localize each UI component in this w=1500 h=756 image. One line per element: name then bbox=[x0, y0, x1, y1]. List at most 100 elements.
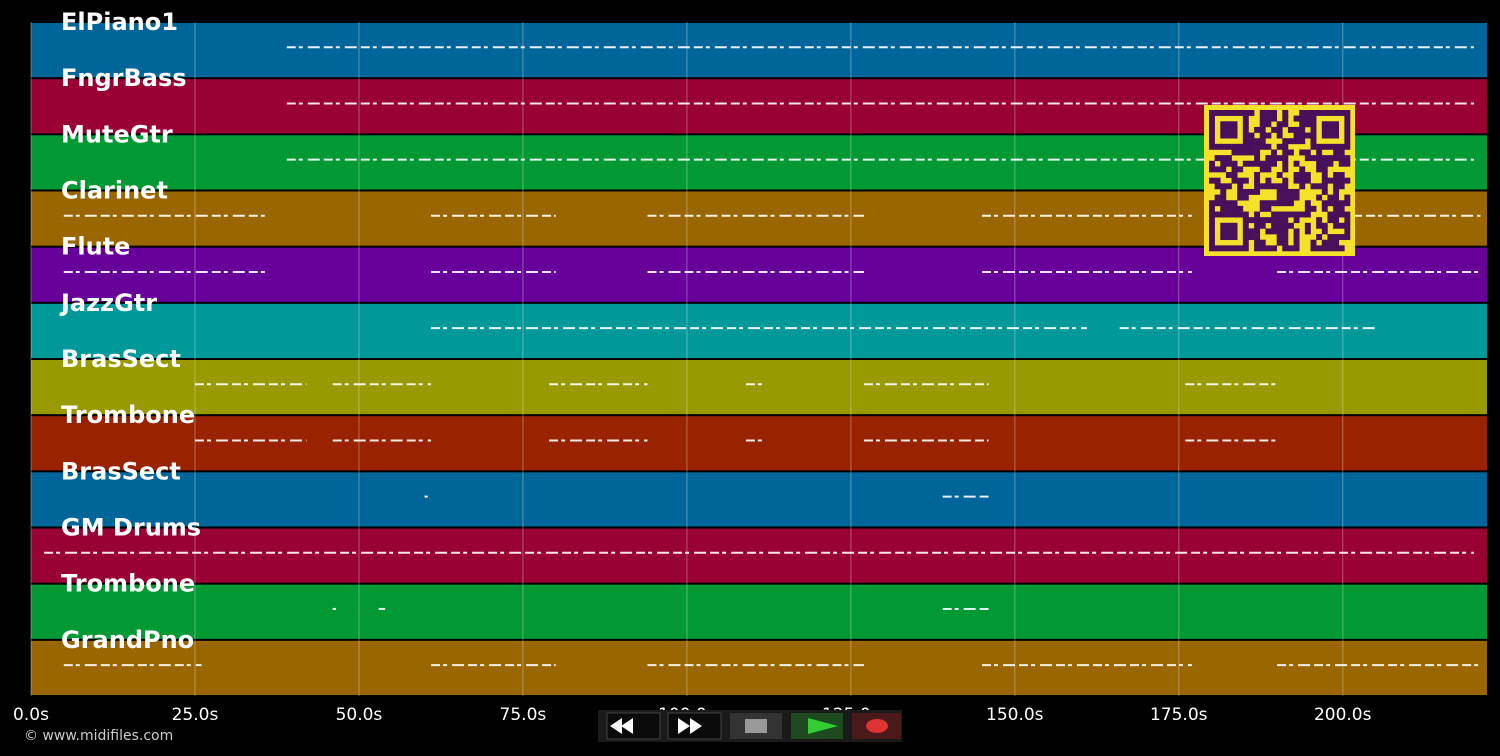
qr-cell bbox=[1299, 115, 1306, 122]
qr-cell bbox=[1276, 126, 1283, 133]
qr-cell bbox=[1209, 166, 1215, 173]
qr-cell bbox=[1282, 245, 1289, 252]
qr-cell bbox=[1220, 132, 1227, 139]
qr-cell bbox=[1248, 217, 1255, 224]
qr-cell bbox=[1259, 217, 1266, 224]
qr-cell bbox=[1231, 121, 1238, 128]
qr-cell bbox=[1310, 205, 1317, 212]
qr-cell bbox=[1293, 211, 1300, 218]
qr-cell bbox=[1333, 200, 1340, 207]
qr-cell bbox=[1321, 188, 1328, 195]
track-name: ElPiano1 bbox=[61, 8, 178, 36]
qr-cell bbox=[1209, 200, 1215, 207]
qr-cell bbox=[1333, 132, 1340, 139]
qr-cell bbox=[1209, 126, 1215, 133]
qr-cell bbox=[1327, 239, 1334, 246]
qr-cell bbox=[1259, 245, 1266, 252]
qr-cell bbox=[1209, 239, 1215, 246]
qr-cell bbox=[1282, 177, 1289, 184]
qr-cell bbox=[1344, 143, 1351, 150]
qr-cell bbox=[1248, 143, 1255, 150]
qr-cell bbox=[1287, 211, 1294, 218]
qr-cell bbox=[1242, 121, 1249, 128]
qr-cell bbox=[1220, 194, 1227, 201]
qr-cell bbox=[1293, 132, 1300, 139]
qr-cell bbox=[1231, 245, 1238, 252]
qr-cell bbox=[1287, 245, 1294, 252]
qr-cell bbox=[1225, 245, 1232, 252]
qr-cell bbox=[1254, 126, 1261, 133]
qr-cell bbox=[1225, 143, 1232, 150]
qr-cell bbox=[1231, 200, 1238, 207]
qr-cell bbox=[1231, 166, 1238, 173]
qr-cell bbox=[1231, 172, 1238, 178]
qr-cell bbox=[1265, 121, 1272, 128]
qr-cell bbox=[1321, 222, 1328, 229]
grid bbox=[30, 22, 1344, 696]
qr-cell bbox=[1310, 126, 1317, 133]
qr-cell bbox=[1338, 234, 1345, 241]
qr-cell bbox=[1287, 138, 1294, 145]
qr-cell bbox=[1254, 211, 1261, 218]
qr-cell bbox=[1242, 132, 1249, 139]
qr-cell bbox=[1333, 217, 1340, 224]
track-row bbox=[31, 360, 1487, 415]
qr-cell bbox=[1265, 155, 1272, 162]
qr-cell bbox=[1344, 228, 1351, 235]
track-row bbox=[31, 472, 1487, 527]
qr-cell bbox=[1242, 126, 1249, 133]
qr-cell bbox=[1254, 228, 1261, 235]
qr-cell bbox=[1282, 217, 1289, 224]
qr-cell bbox=[1276, 155, 1283, 162]
play-icon bbox=[808, 718, 838, 734]
qr-cell bbox=[1276, 121, 1283, 128]
qr-cell bbox=[1248, 228, 1255, 235]
qr-cell bbox=[1304, 149, 1311, 156]
qr-cell bbox=[1254, 239, 1261, 246]
track-name: BrasSect bbox=[61, 345, 181, 373]
qr-cell bbox=[1276, 239, 1283, 246]
qr-cell bbox=[1344, 222, 1351, 229]
qr-cell bbox=[1220, 211, 1227, 218]
qr-cell bbox=[1338, 143, 1345, 150]
qr-cell bbox=[1293, 160, 1300, 167]
qr-cell bbox=[1225, 172, 1232, 178]
qr-cell bbox=[1304, 110, 1311, 116]
qr-cell bbox=[1299, 166, 1306, 173]
qr-cell bbox=[1276, 228, 1283, 235]
fast-forward-button[interactable] bbox=[667, 712, 722, 740]
qr-cell bbox=[1254, 222, 1261, 229]
track-name: MuteGtr bbox=[61, 120, 173, 148]
transport-controls bbox=[598, 710, 902, 742]
stop-button[interactable] bbox=[730, 713, 782, 739]
qr-cell bbox=[1248, 149, 1255, 156]
qr-cell bbox=[1338, 183, 1345, 190]
qr-cell bbox=[1299, 211, 1306, 218]
record-button[interactable] bbox=[852, 713, 901, 739]
track-row bbox=[31, 640, 1487, 695]
qr-cell bbox=[1333, 126, 1340, 133]
qr-cell bbox=[1209, 110, 1215, 116]
qr-cell bbox=[1220, 155, 1227, 162]
qr-cell bbox=[1220, 166, 1227, 173]
qr-cell bbox=[1299, 110, 1306, 116]
qr-cell bbox=[1276, 211, 1283, 218]
qr-cell bbox=[1220, 160, 1227, 167]
rewind-button[interactable] bbox=[606, 712, 661, 740]
qr-cell bbox=[1220, 234, 1227, 241]
qr-cell bbox=[1271, 126, 1277, 133]
qr-cell bbox=[1310, 115, 1317, 122]
qr-cell bbox=[1231, 149, 1238, 156]
qr-cell bbox=[1265, 200, 1272, 207]
qr-cell bbox=[1271, 183, 1277, 190]
qr-cell bbox=[1242, 245, 1249, 252]
track-name: GM Drums bbox=[61, 514, 201, 542]
play-button[interactable] bbox=[791, 713, 843, 739]
qr-cell bbox=[1321, 239, 1328, 246]
track-name: Clarinet bbox=[61, 177, 168, 205]
track-name: Trombone bbox=[61, 401, 195, 429]
qr-cell bbox=[1220, 205, 1227, 212]
qr-cell bbox=[1321, 121, 1328, 128]
qr-cell bbox=[1248, 160, 1255, 167]
